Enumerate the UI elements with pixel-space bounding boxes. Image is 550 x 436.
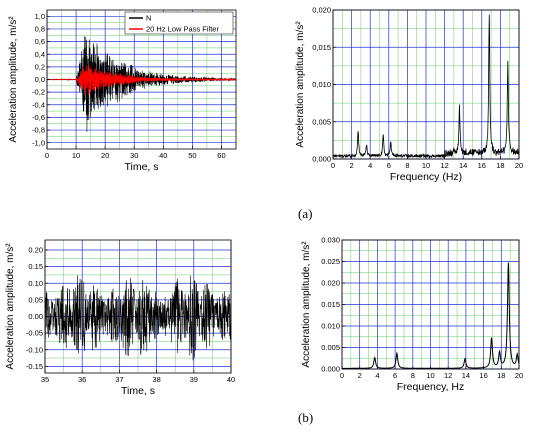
y-tick-label: 0.00 xyxy=(28,312,43,321)
x-tick-label: 2 xyxy=(358,371,362,380)
x-axis-label: Time, s xyxy=(124,161,158,173)
y-tick-label: 0,8 xyxy=(35,25,45,34)
x-tick-label: 40 xyxy=(159,151,167,160)
y-tick-label: 0.20 xyxy=(28,246,43,255)
y-axis-label: Acceleration amplitude, m/s² xyxy=(5,243,16,370)
panel-label-b: (b) xyxy=(298,410,313,426)
x-tick-label: 0 xyxy=(340,371,344,380)
x-tick-label: 20 xyxy=(101,151,109,160)
chart-a-freq: 0 2 4 6 8 10 12 14 16 18 20 0,000 0,005 0,010 0,015 0,0… xyxy=(295,6,523,183)
x-tick-label: 0 xyxy=(331,161,335,170)
y-tick-label: 0,2 xyxy=(35,62,45,71)
x-tick-label: 6 xyxy=(393,371,397,380)
x-tick-label: 50 xyxy=(188,151,196,160)
x-tick-label: 16 xyxy=(478,161,486,170)
y-tick-label: 0,4 xyxy=(35,50,45,59)
x-tick-label: 8 xyxy=(405,161,409,170)
x-tick-label: 30 xyxy=(130,151,138,160)
y-tick-label: -0,8 xyxy=(32,126,45,135)
y-tick-label: -1,0 xyxy=(32,138,45,147)
x-tick-label: 39 xyxy=(190,375,198,384)
chart-b-freq: 0 2 4 6 8 10 12 14 16 18 20 0.000 0.005 0.010 0.015 0.0… xyxy=(301,236,523,393)
x-tick-label: 36 xyxy=(78,375,86,384)
y-tick-label: 0.025 xyxy=(321,257,340,266)
x-tick-label: 10 xyxy=(422,161,430,170)
y-tick-label: 1,0 xyxy=(35,12,45,21)
x-tick-label: 6 xyxy=(387,161,391,170)
y-tick-label: -0.15 xyxy=(26,362,43,371)
x-tick-label: 10 xyxy=(426,371,434,380)
y-tick-label: 0,0 xyxy=(35,75,45,84)
x-tick-label: 14 xyxy=(459,161,467,170)
x-tick-label: 14 xyxy=(462,371,470,380)
y-tick-label: -0.05 xyxy=(26,329,43,338)
y-tick-label: 0.005 xyxy=(321,343,340,352)
y-tick-label: 0.10 xyxy=(28,279,43,288)
x-tick-label: 20 xyxy=(515,371,523,380)
x-tick-label: 12 xyxy=(440,161,448,170)
x-tick-label: 2 xyxy=(350,161,354,170)
legend: N 20 Hz Low Pass Filter xyxy=(125,12,233,34)
x-tick-label: 10 xyxy=(72,151,80,160)
chart-a-time: 0 10 20 30 40 50 60 -1,0 -0,8 -0,6 -0,4 -0,2 0,0 0,2 0… xyxy=(8,10,236,173)
x-tick-label: 4 xyxy=(368,161,372,170)
x-tick-label: 38 xyxy=(152,375,160,384)
series-line-filtered xyxy=(47,65,236,95)
panel-label-a: (a) xyxy=(298,206,312,222)
y-axis-label: Acceleration amplitude, m/s² xyxy=(8,16,19,143)
x-tick-label: 18 xyxy=(497,371,505,380)
y-tick-label: 0.15 xyxy=(28,262,43,271)
y-axis-label: Acceleration amplitude, m/s² xyxy=(301,241,312,368)
y-tick-label: -0,2 xyxy=(32,88,45,97)
y-tick-label: -0.10 xyxy=(26,345,43,354)
y-tick-label: -0,6 xyxy=(32,113,45,122)
x-tick-label: 20 xyxy=(515,161,523,170)
x-tick-label: 16 xyxy=(479,371,487,380)
y-tick-label: 0.05 xyxy=(28,295,43,304)
x-axis-label: Frequency (Hz) xyxy=(390,171,462,183)
x-axis-label: Frequency, Hz xyxy=(397,381,465,393)
y-tick-label: 0,015 xyxy=(312,43,331,52)
y-tick-label: 0.030 xyxy=(321,236,340,245)
y-tick-label: 0.010 xyxy=(321,322,340,331)
x-tick-label: 4 xyxy=(375,371,379,380)
x-tick-label: 60 xyxy=(217,151,225,160)
y-tick-label: 0.015 xyxy=(321,300,340,309)
x-tick-label: 18 xyxy=(496,161,504,170)
x-tick-label: 12 xyxy=(444,371,452,380)
y-tick-label: 0,005 xyxy=(312,117,331,126)
y-tick-label: 0,010 xyxy=(312,80,331,89)
x-tick-label: 35 xyxy=(41,375,49,384)
y-tick-label: 0,000 xyxy=(312,155,331,164)
y-tick-label: 0,6 xyxy=(35,37,45,46)
y-tick-label: 0,020 xyxy=(312,6,331,15)
y-axis-label: Acceleration amplitude, m/s² xyxy=(295,21,306,148)
x-tick-label: 37 xyxy=(115,375,123,384)
y-tick-label: 0.000 xyxy=(321,365,340,374)
x-tick-label: 0 xyxy=(45,151,49,160)
y-tick-label: -0,4 xyxy=(32,100,45,109)
legend-label: 20 Hz Low Pass Filter xyxy=(146,25,219,34)
chart-b-time: 35 36 37 38 39 40 -0.15 -0.10 -0.05 0.00 0.05 0.10 0… xyxy=(5,240,235,397)
y-tick-label: 0.020 xyxy=(321,279,340,288)
x-tick-label: 8 xyxy=(411,371,415,380)
legend-label: N xyxy=(146,14,151,23)
x-axis-label: Time, s xyxy=(121,385,155,397)
x-tick-label: 40 xyxy=(227,375,235,384)
